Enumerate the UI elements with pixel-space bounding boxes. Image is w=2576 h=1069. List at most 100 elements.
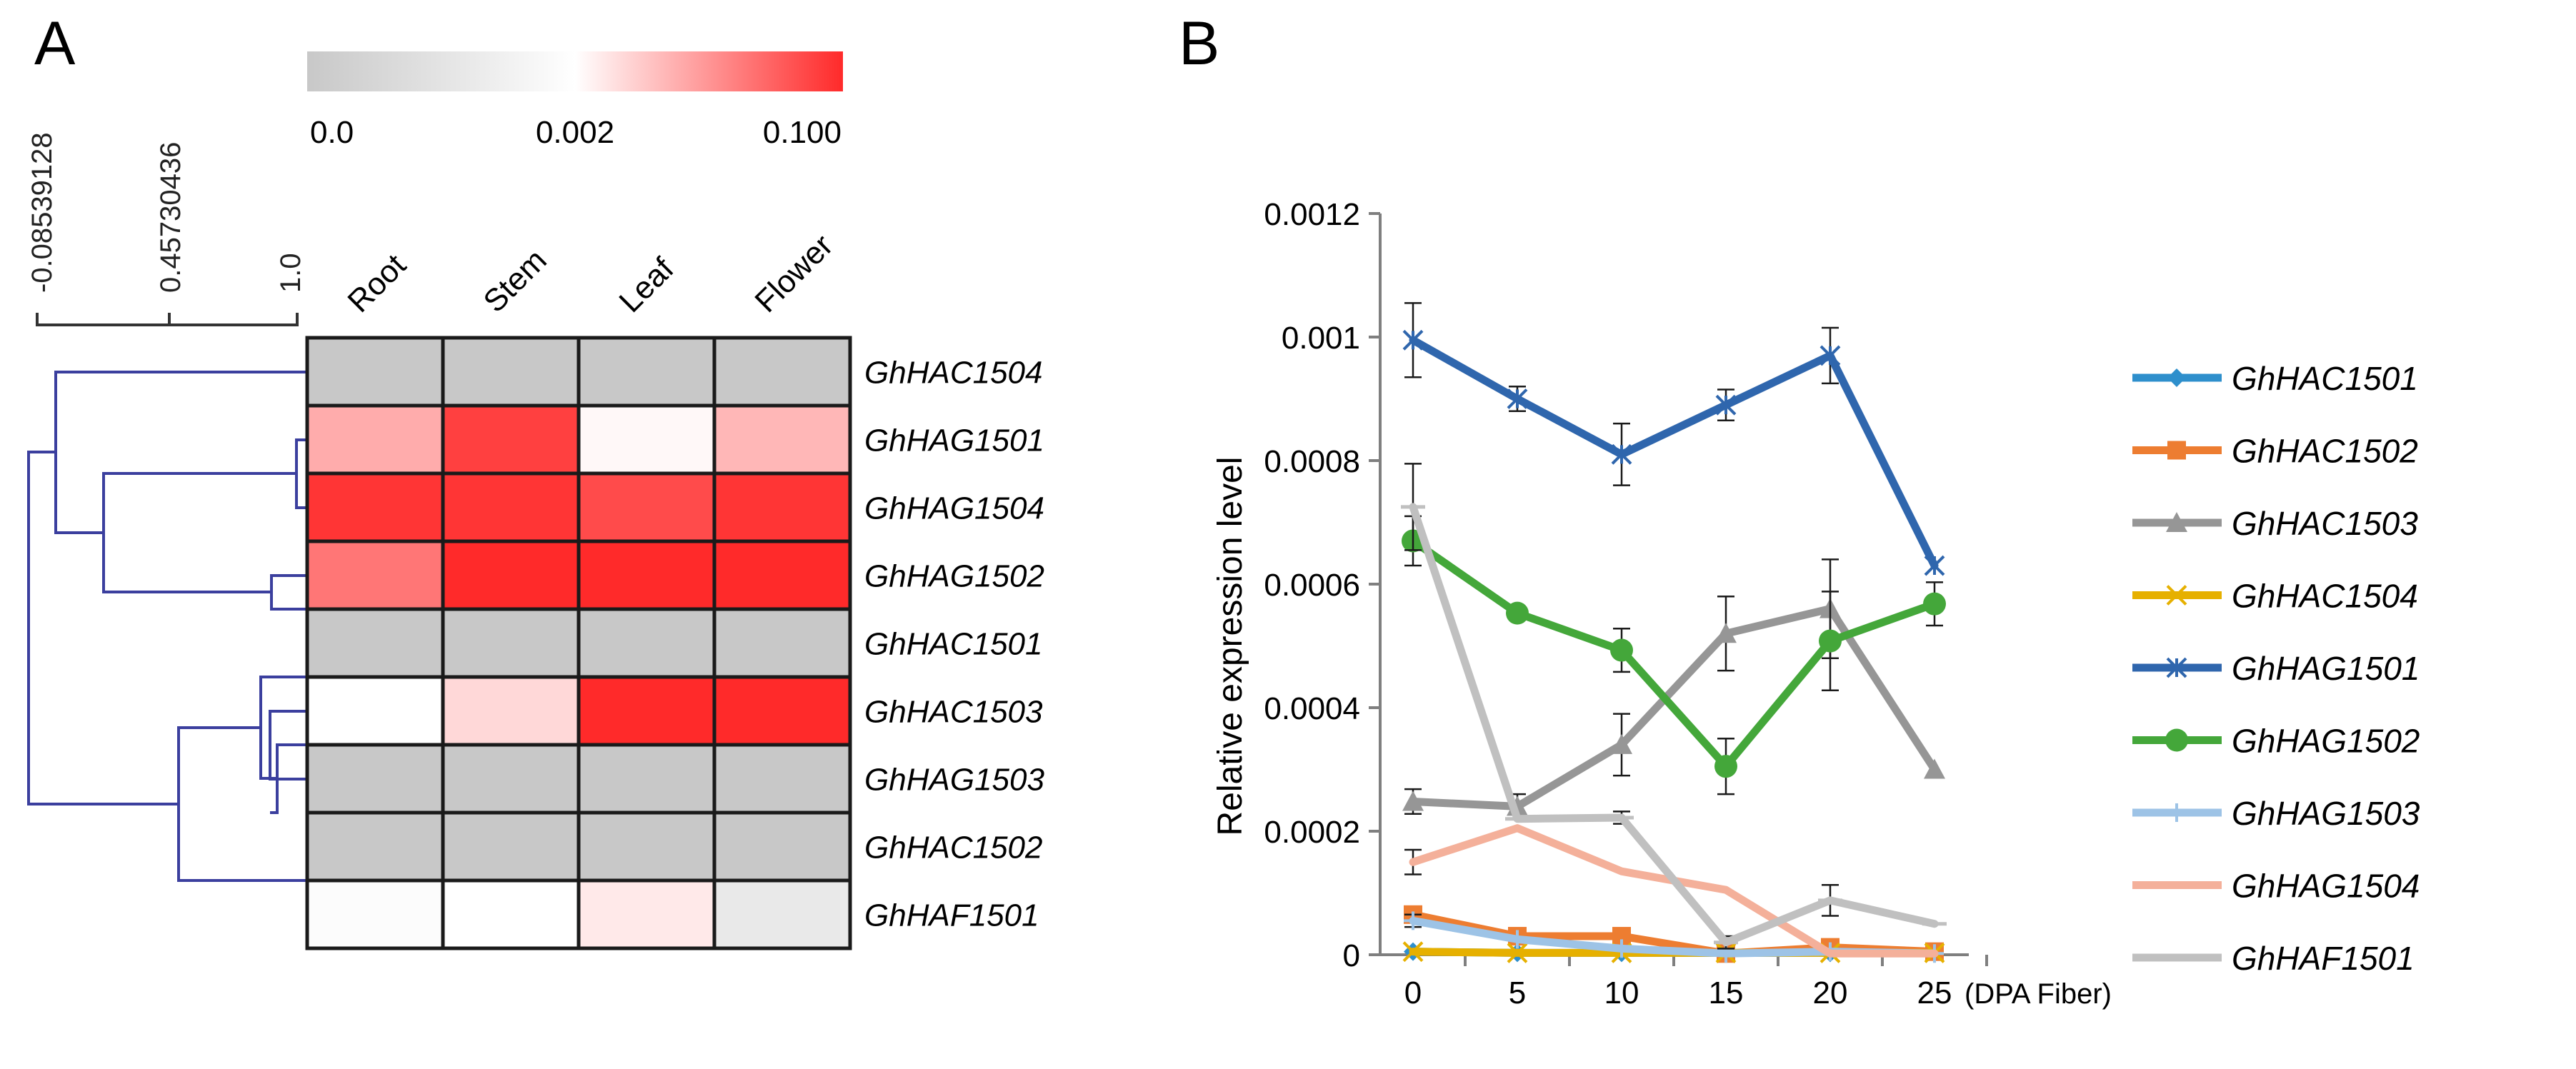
legend-item: GhHAF1501 [2132, 940, 2415, 977]
heatmap-cell [712, 336, 852, 408]
legend-label: GhHAG1504 [2232, 868, 2420, 905]
dendrogram-scale [36, 313, 299, 326]
heatmap-cell [712, 675, 852, 747]
panel-b: B Relative expression level 0 0.0002 0.000… [1179, 9, 2420, 1010]
legend-label: GhHAC1504 [2232, 578, 2418, 615]
heatmap-cell [441, 539, 581, 611]
legend-item: GhHAC1501 [2132, 360, 2418, 397]
heatmap-cell [712, 878, 852, 950]
x-tick-label: 0 [1404, 975, 1422, 1010]
data-point [1924, 555, 1945, 576]
legend-label: GhHAG1503 [2232, 795, 2420, 832]
data-point [1715, 394, 1737, 416]
dendrogram-scale-label: 0.45730436 [155, 142, 186, 293]
legend-label: GhHAG1502 [2232, 723, 2420, 760]
x-tick-label: 25 [1917, 975, 1952, 1010]
x-tick-label: 10 [1604, 975, 1639, 1010]
data-point [1506, 601, 1529, 625]
legend: GhHAC1501 GhHAC1502 GhHAC1503 GhHAC1504 GhHA… [2132, 360, 2420, 977]
legend-item: GhHAC1503 [2132, 505, 2418, 542]
heatmap-row-label: GhHAG1501 [864, 423, 1044, 458]
heatmap-column-label: Root [341, 248, 412, 319]
heatmap-cell [305, 878, 445, 950]
dendrogram-scale-label: -0.08539128 [26, 132, 58, 293]
y-tick-label: 0.0012 [1264, 197, 1360, 232]
data-point [1508, 930, 1527, 949]
y-tick-label: 0.0004 [1264, 691, 1360, 726]
y-tick-label: 0.001 [1282, 321, 1360, 356]
panel-a-label: A [34, 9, 76, 78]
series-ghhag1501 [1402, 302, 1945, 576]
heatmap-cells [305, 336, 852, 950]
dendrogram-scale-labels: -0.08539128 0.45730436 1.0 [26, 132, 306, 293]
series-ghhag1502 [1402, 515, 1946, 796]
data-point [1507, 942, 1528, 963]
heatmap-cell [576, 607, 717, 679]
heatmap-cell [305, 336, 445, 408]
heatmap-column-label: Flower [748, 228, 839, 319]
y-tick-label: 0 [1343, 938, 1360, 973]
legend-item: GhHAG1502 [2132, 723, 2420, 760]
dendrogram-branch [102, 472, 296, 593]
data-point [1819, 629, 1842, 653]
heatmap-cell [305, 743, 445, 815]
legend-marker [2165, 728, 2188, 752]
legend-item: GhHAG1501 [2132, 650, 2420, 687]
dendrogram-branch [270, 574, 307, 611]
panel-a: A 0.0 0.002 0.100 -0.08539128 0.45730436 1.0… [26, 9, 1044, 950]
heatmap-cell [576, 403, 717, 476]
heatmap-cell [441, 471, 581, 543]
data-point [1611, 443, 1632, 465]
legend-label: GhHAG1501 [2232, 650, 2420, 687]
heatmap-cell [441, 336, 581, 408]
legend-marker [2166, 585, 2187, 606]
x-tick-label: 15 [1709, 975, 1744, 1010]
series-line [1409, 503, 1939, 947]
dendrogram [27, 371, 307, 882]
color-scale-bar [307, 51, 843, 91]
color-scale-tick-label: 0.0 [310, 115, 354, 150]
heatmap-column-label: Leaf [612, 251, 681, 319]
heatmap-cell [441, 607, 581, 679]
heatmap-cell [441, 878, 581, 950]
panel-b-label: B [1179, 9, 1219, 78]
dendrogram-branch [269, 710, 307, 781]
legend-label: GhHAC1503 [2232, 505, 2418, 542]
series-line [1409, 336, 1939, 570]
heatmap-cell [576, 539, 717, 611]
dendrogram-branch [54, 371, 307, 534]
heatmap-cell [441, 743, 581, 815]
x-tick-label: 20 [1813, 975, 1848, 1010]
dendrogram-branch [27, 451, 179, 805]
heatmap-row-label: GhHAG1504 [864, 491, 1044, 526]
dendrogram-branch [259, 676, 307, 780]
data-point [1923, 592, 1946, 616]
data-point [1402, 791, 1424, 811]
series-line [1409, 916, 1939, 958]
legend-label: GhHAC1501 [2232, 360, 2418, 397]
heatmap-cell [441, 675, 581, 747]
heatmap-row-label: GhHAC1501 [864, 627, 1042, 662]
y-tick-label: 0.0002 [1264, 815, 1360, 850]
heatmap-cell [576, 336, 717, 408]
dendrogram-branch [177, 726, 307, 882]
heatmap-row-label: GhHAG1502 [864, 559, 1044, 594]
heatmap-cell [576, 675, 717, 747]
legend-marker [2166, 657, 2187, 678]
data-point [1402, 941, 1424, 963]
line-chart-series [1401, 302, 1947, 963]
heatmap-cell [305, 403, 445, 476]
heatmap-cell [305, 675, 445, 747]
color-scale-ticks: 0.0 0.002 0.100 [310, 115, 842, 150]
heatmap-row-label: GhHAG1503 [864, 763, 1044, 798]
series-ghhaf1501 [1401, 463, 1947, 950]
y-tick-label: 0.0006 [1264, 568, 1360, 603]
heatmap-cell [712, 607, 852, 679]
data-point [1404, 911, 1422, 930]
heatmap-cell [305, 471, 445, 543]
dendrogram-scale-label: 1.0 [275, 253, 306, 293]
heatmap-cell [576, 878, 717, 950]
heatmap-cell [441, 403, 581, 476]
color-scale-tick-label: 0.100 [763, 115, 842, 150]
y-tick-label: 0.0008 [1264, 444, 1360, 479]
